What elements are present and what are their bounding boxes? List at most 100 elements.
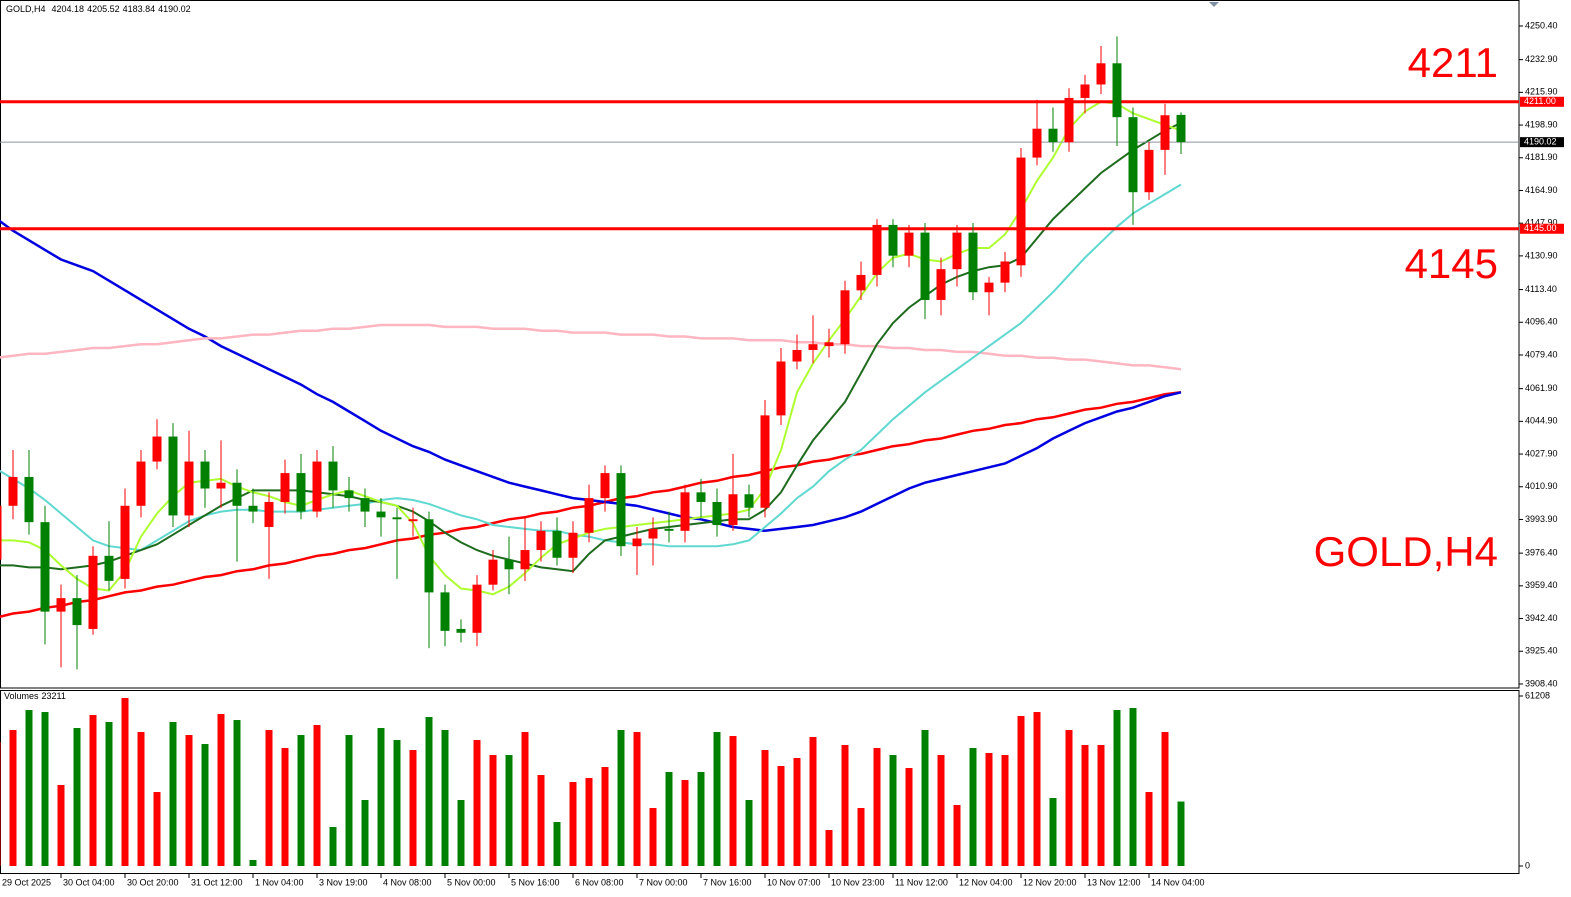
- volume-bar: [457, 800, 465, 866]
- volume-bar: [1113, 710, 1121, 866]
- volume-bar: [393, 740, 401, 866]
- header-low: 4183.84: [123, 4, 156, 14]
- candle-body: [392, 517, 402, 520]
- volume-bar: [521, 732, 529, 866]
- volume-bar: [73, 728, 81, 866]
- volume-bar: [681, 780, 689, 866]
- x-tick-label: 6 Nov 08:00: [575, 877, 624, 887]
- candle-body: [1048, 128, 1058, 143]
- candle-body: [792, 349, 802, 362]
- volume-bar: [793, 758, 801, 866]
- volume-bar: [809, 737, 817, 866]
- volume-bar: [713, 732, 721, 866]
- y-tick-label: 3976.40: [1525, 548, 1558, 558]
- y-tick-label: 4130.90: [1525, 250, 1558, 260]
- volume-bar: [25, 710, 33, 866]
- level-tag-label: 4145.00: [1524, 223, 1557, 233]
- volume-title: Volumes: [4, 691, 39, 701]
- level-tag-label: 4211.00: [1524, 96, 1556, 106]
- x-tick-label: 1 Nov 04:00: [255, 877, 304, 887]
- y-tick-label: 3993.90: [1525, 514, 1558, 524]
- candle-body: [424, 519, 434, 593]
- volume-bar: [137, 732, 145, 866]
- header: GOLD,H4 4204.18 4205.52 4183.84 4190.02: [6, 4, 191, 14]
- y-tick-label: 4232.90: [1525, 54, 1558, 64]
- x-tick-label: 10 Nov 07:00: [767, 877, 821, 887]
- volume-bar: [825, 830, 833, 866]
- x-tick-label: 11 Nov 12:00: [895, 877, 948, 887]
- candle-body: [104, 555, 114, 581]
- last-price-label: 4190.02: [1524, 137, 1557, 147]
- candle-body: [200, 461, 210, 489]
- volume-bar: [985, 753, 993, 866]
- volume-bar: [89, 715, 97, 866]
- volume-bar: [665, 772, 673, 866]
- candle-body: [1112, 63, 1122, 118]
- volume-bar: [761, 750, 769, 866]
- candle-body: [296, 473, 306, 512]
- volume-bar: [873, 748, 881, 866]
- volume-bar: [185, 735, 193, 866]
- volume-bar: [1081, 745, 1089, 866]
- price-panel-frame: [0, 0, 1520, 689]
- candle-body: [1160, 115, 1170, 150]
- volume-bar: [953, 805, 961, 866]
- candle-body: [408, 519, 418, 522]
- volume-bar: [1001, 755, 1009, 866]
- volume-tick-label: 0: [1525, 860, 1530, 870]
- volume-bar: [249, 860, 257, 866]
- level-tag: [1520, 223, 1564, 234]
- candle-body: [1064, 97, 1074, 143]
- axes: 4250.40 4232.90 4215.90 4198.90 4181.90 4164.…: [2, 20, 1564, 887]
- volume-bar: [921, 730, 929, 866]
- y-tick-label: 4250.40: [1525, 20, 1558, 30]
- volume-bar: [1049, 798, 1057, 866]
- volume-bar: [553, 822, 561, 866]
- candle-body: [648, 528, 658, 539]
- volume-bar: [1177, 801, 1185, 866]
- x-tick-label: 4 Nov 08:00: [383, 877, 432, 887]
- candle-body: [728, 494, 738, 526]
- volume-bar: [233, 720, 241, 866]
- y-tick-label: 3942.40: [1525, 613, 1558, 623]
- y-tick-label: 4044.90: [1525, 416, 1558, 426]
- candle-body: [1128, 117, 1138, 193]
- candle-body: [808, 344, 818, 350]
- candle-body: [536, 530, 546, 551]
- candle-body: [136, 461, 146, 506]
- candle-body: [1016, 157, 1026, 266]
- volume-bar: [745, 800, 753, 866]
- y-tick-label: 4215.90: [1525, 87, 1558, 97]
- volume-bar: [313, 725, 321, 866]
- candle-body: [328, 461, 338, 491]
- x-tick-label: 13 Nov 12:00: [1087, 877, 1141, 887]
- candle-body: [1096, 63, 1106, 85]
- candle-body: [456, 628, 466, 633]
- volume-bar: [1161, 732, 1169, 866]
- volume-bar: [9, 730, 17, 866]
- volume-bar: [425, 717, 433, 866]
- last-price-tag: [1520, 137, 1564, 148]
- candle-body: [232, 482, 242, 506]
- x-tick-label: 7 Nov 00:00: [639, 877, 688, 887]
- volume-bar: [633, 732, 641, 866]
- volume-bar: [361, 800, 369, 866]
- volume-bar: [729, 736, 737, 866]
- volume-bar: [377, 728, 385, 866]
- candle-body: [968, 232, 978, 293]
- x-tick-label: 12 Nov 20:00: [1023, 877, 1077, 887]
- volume-bar: [889, 755, 897, 866]
- candle-body: [440, 592, 450, 631]
- y-tick-label: 4164.90: [1525, 185, 1558, 195]
- candle-body: [1032, 128, 1042, 158]
- y-tick-label: 3925.40: [1525, 646, 1558, 656]
- candle-body: [184, 461, 194, 516]
- candle-body: [504, 559, 514, 570]
- candle-body: [952, 232, 962, 270]
- volume-bar: [569, 782, 577, 866]
- volume-bar: [1097, 745, 1105, 866]
- volume-bar: [409, 750, 417, 866]
- candle-body: [360, 498, 370, 512]
- volume-bar: [505, 755, 513, 866]
- candle-body: [856, 274, 866, 291]
